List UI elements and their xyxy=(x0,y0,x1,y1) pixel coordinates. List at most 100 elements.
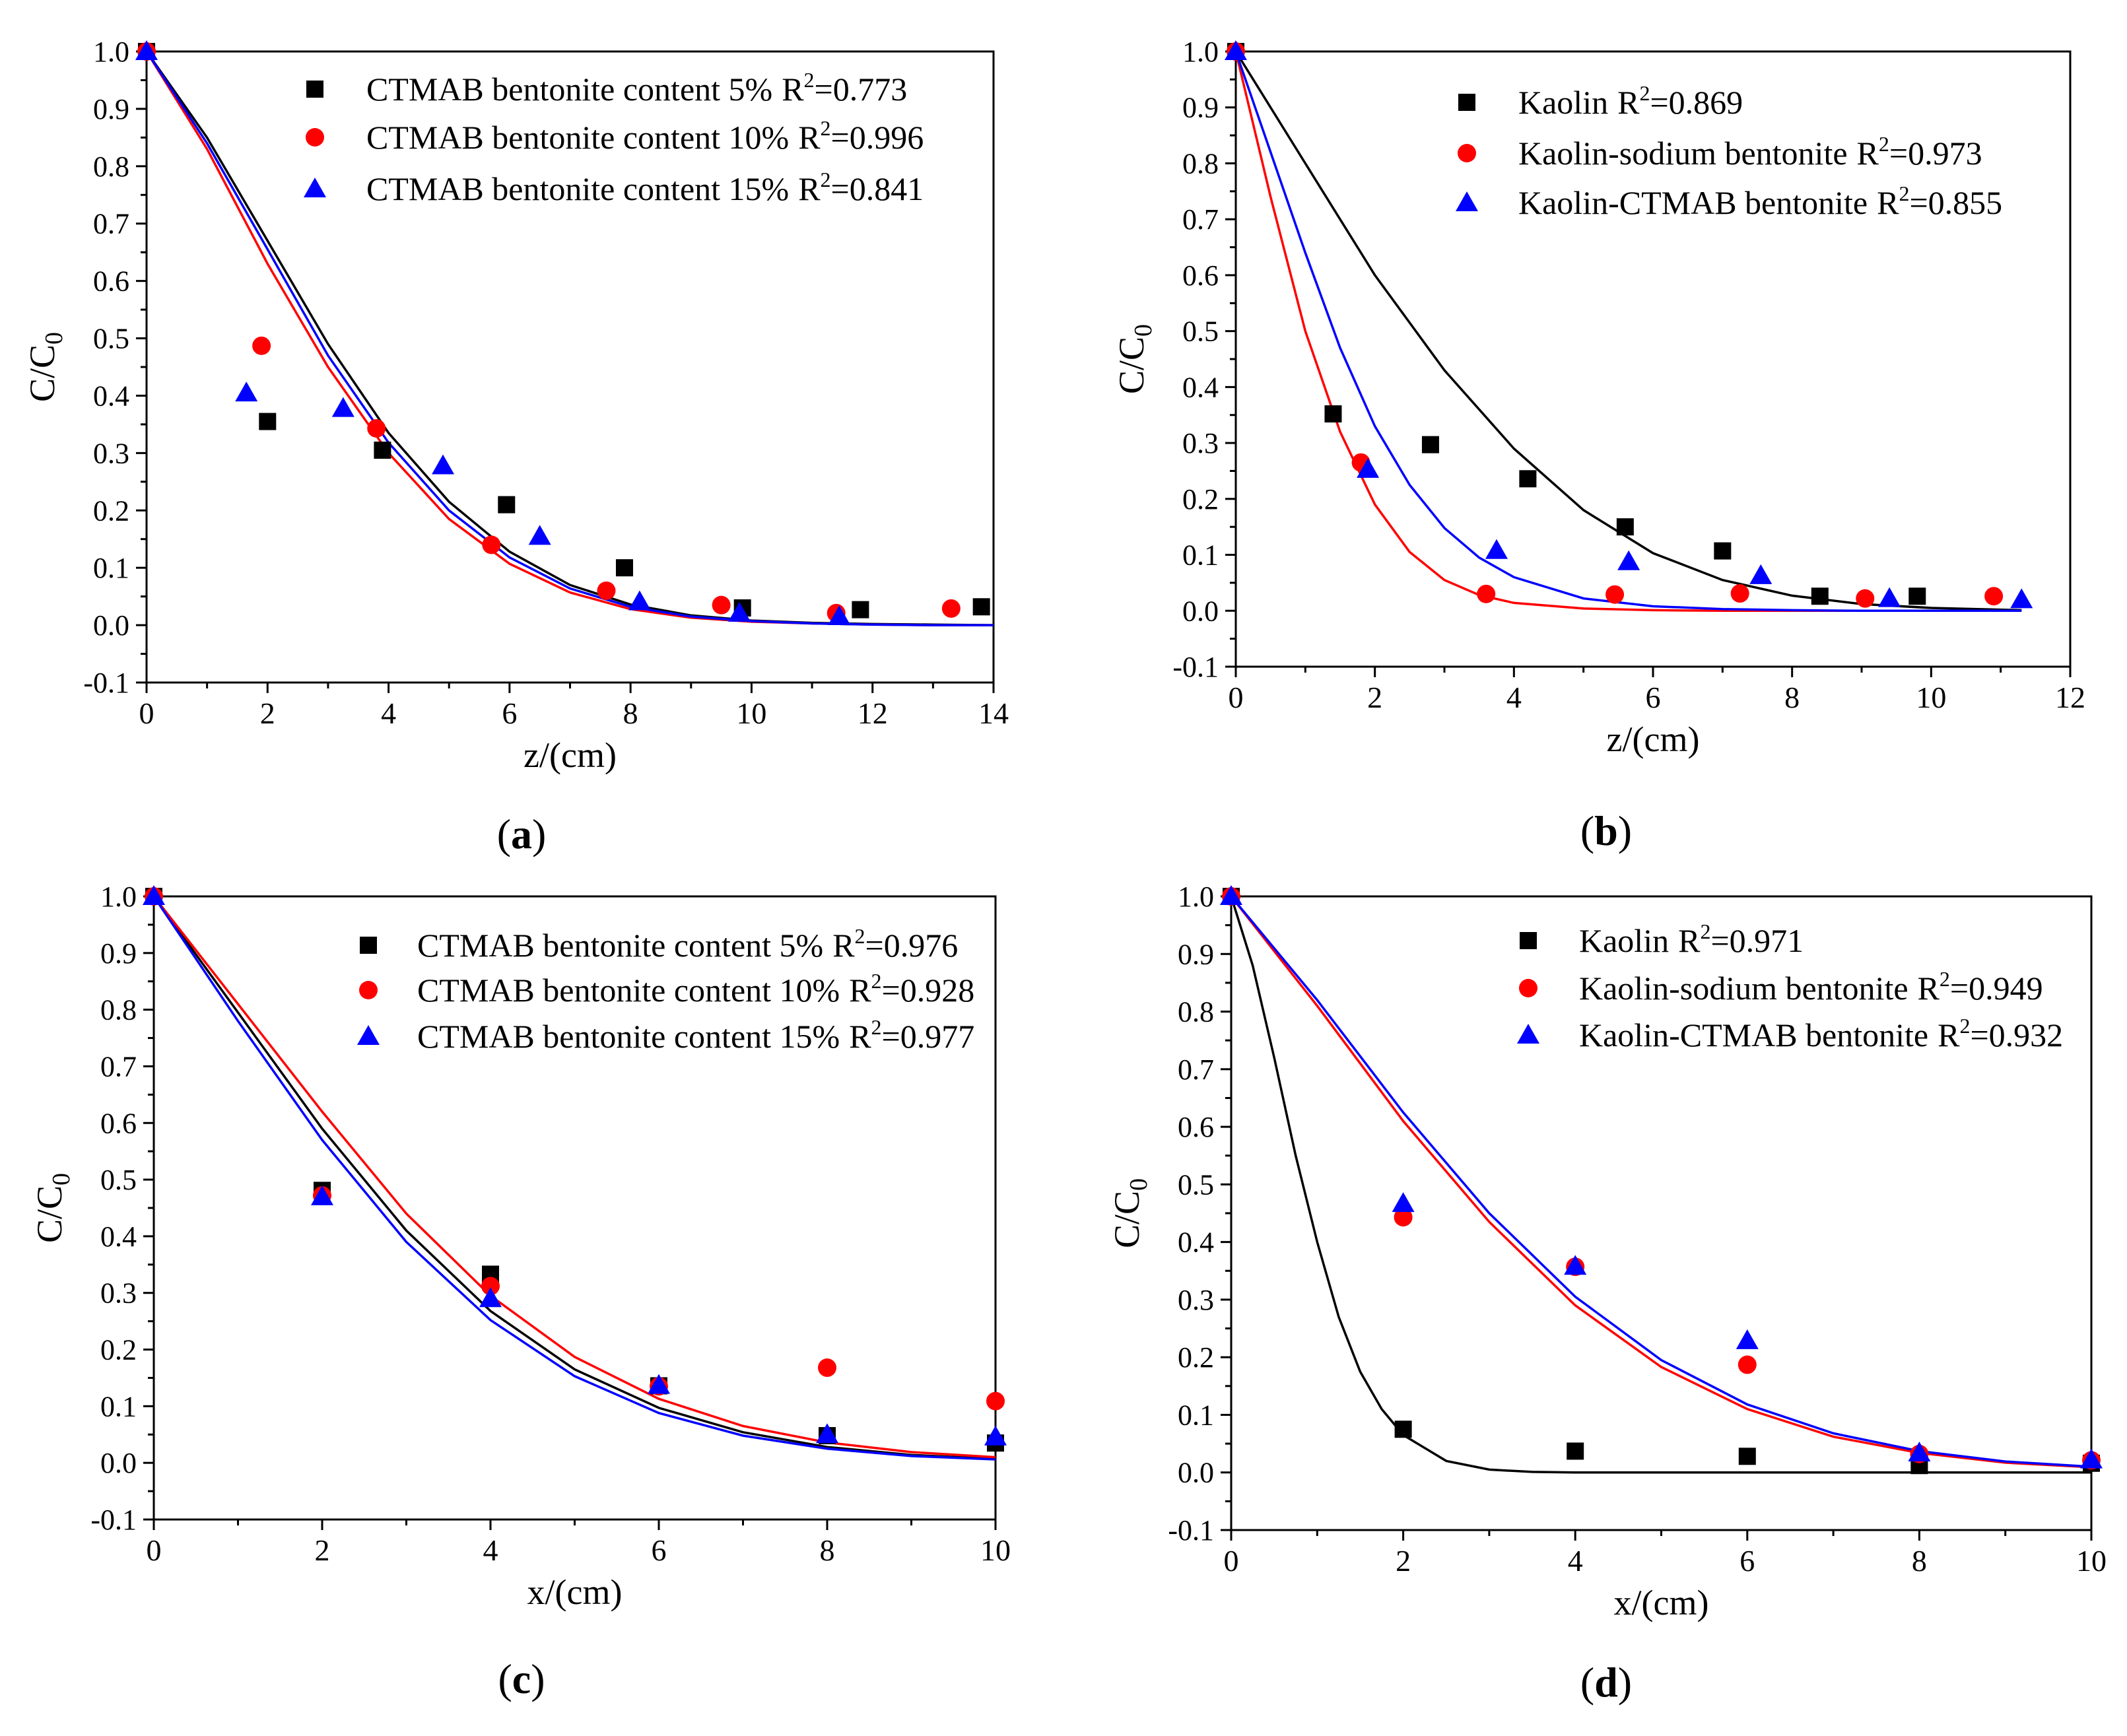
x-axis-title: x/(cm) xyxy=(1614,1583,1709,1622)
data-point-series-2 xyxy=(1730,584,1749,603)
y-tick-label: -0.1 xyxy=(90,1504,137,1536)
legend-marker xyxy=(1458,94,1475,111)
data-point-series-2 xyxy=(818,1358,836,1378)
y-axis-title: C/C0 xyxy=(1112,324,1157,394)
data-point-series-3 xyxy=(1392,1192,1415,1213)
x-tick-label: 2 xyxy=(260,696,275,730)
data-point-series-1 xyxy=(1811,587,1829,605)
panel-caption: (b) xyxy=(1580,807,1632,854)
legend-entry: CTMAB bentonite content 5% R2=0.976 xyxy=(417,924,958,964)
data-point-series-3 xyxy=(728,601,751,622)
x-tick-label: 10 xyxy=(736,696,766,730)
data-point-series-1 xyxy=(259,413,277,430)
y-tick-label: 0.2 xyxy=(1178,1341,1214,1374)
data-point-series-3 xyxy=(1749,564,1773,584)
y-tick-label: 0.8 xyxy=(93,150,129,183)
legend-entry: CTMAB bentonite content 15% R2=0.841 xyxy=(366,168,924,207)
y-tick-label: 0.6 xyxy=(1182,259,1219,292)
legend-marker xyxy=(359,981,378,999)
legend-entry: Kaolin-sodium bentonite R2=0.973 xyxy=(1518,132,1982,172)
y-tick-label: 0.3 xyxy=(93,437,129,469)
x-tick-label: 12 xyxy=(2055,681,2085,714)
y-tick-label: 0.0 xyxy=(1178,1457,1214,1489)
x-tick-label: 14 xyxy=(978,696,1009,730)
data-point-series-1 xyxy=(1324,405,1342,423)
y-tick-label: 0.2 xyxy=(1182,483,1219,516)
data-point-series-3 xyxy=(1357,457,1380,478)
y-tick-label: 0.2 xyxy=(93,494,129,527)
legend-marker xyxy=(304,178,326,197)
y-tick-label: 0.4 xyxy=(1182,371,1219,403)
data-point-series-2 xyxy=(482,535,501,554)
legend-marker xyxy=(1456,191,1478,211)
y-tick-label: 0.6 xyxy=(93,265,129,298)
x-tick-label: 8 xyxy=(820,1533,835,1567)
data-point-series-1 xyxy=(972,598,990,616)
data-point-series-2 xyxy=(252,336,271,355)
x-tick-label: 2 xyxy=(1367,681,1382,714)
x-tick-label: 6 xyxy=(502,696,517,730)
x-tick-label: 6 xyxy=(1739,1544,1755,1578)
y-tick-label: 0.3 xyxy=(1182,427,1219,459)
chart-panel-a: 0 2 4 6 8 10 12 14 -0.1 0.0 0.1 0.2 0.3 0.4 0.5 0.6 0.7 0… xyxy=(22,36,1009,857)
fit-curve-1 xyxy=(1234,51,2022,612)
x-tick-label: 4 xyxy=(381,696,396,730)
legend-entry: CTMAB bentonite content 10% R2=0.996 xyxy=(366,116,924,156)
y-tick-label: 0.7 xyxy=(93,208,129,240)
y-tick-label: 1.0 xyxy=(100,881,137,913)
legend-marker xyxy=(306,81,323,98)
y-tick-label: 0.4 xyxy=(1178,1226,1214,1259)
x-tick-label: 12 xyxy=(858,696,888,730)
data-point-series-2 xyxy=(1984,587,2004,606)
legend-entry: CTMAB bentonite content 10% R2=0.928 xyxy=(417,969,974,1009)
y-tick-label: 0.7 xyxy=(1178,1053,1214,1086)
panel-caption: (c) xyxy=(498,1655,545,1702)
data-point-series-3 xyxy=(311,1185,333,1205)
data-point-series-3 xyxy=(432,454,455,475)
y-tick-label: -0.1 xyxy=(1172,651,1219,683)
data-point-series-2 xyxy=(597,581,616,600)
y-tick-label: 0.8 xyxy=(100,994,137,1026)
data-point-series-1 xyxy=(1567,1442,1584,1460)
legend-marker xyxy=(1520,932,1537,949)
y-axis-title: C/C0 xyxy=(22,332,68,402)
y-tick-label: 0.6 xyxy=(100,1107,137,1139)
y-tick-label: 0.5 xyxy=(1178,1168,1214,1201)
data-point-series-2 xyxy=(367,418,386,438)
fit-curve-1 xyxy=(1230,896,2091,1474)
legend-entry: CTMAB bentonite content 15% R2=0.977 xyxy=(417,1015,974,1055)
y-tick-label: 0.0 xyxy=(1182,595,1219,627)
panel-caption: (a) xyxy=(497,811,547,857)
data-point-series-3 xyxy=(1617,550,1640,570)
fit-curve-2 xyxy=(152,895,996,1459)
data-point-series-1 xyxy=(852,601,869,618)
fit-curve-1 xyxy=(152,895,996,1460)
data-point-series-1 xyxy=(374,442,391,459)
data-point-series-1 xyxy=(1394,1420,1412,1438)
data-point-series-2 xyxy=(712,595,731,615)
y-tick-label: 0.1 xyxy=(1178,1399,1214,1431)
x-tick-label: 0 xyxy=(139,696,154,730)
y-tick-label: 0.7 xyxy=(100,1050,137,1083)
legend-entry: Kaolin-sodium bentonite R2=0.949 xyxy=(1579,967,2043,1007)
chart-panel-c: 0 2 4 6 8 10 -0.1 0.0 0.1 0.2 0.3 0.4 0.5 0.6 0.7 0.8 0.… xyxy=(30,881,1011,1702)
y-tick-label: 0.8 xyxy=(1182,147,1219,180)
legend-marker xyxy=(360,937,377,954)
data-point-series-3 xyxy=(135,40,158,60)
data-point-series-2 xyxy=(986,1391,1005,1411)
x-tick-label: 4 xyxy=(1506,681,1522,714)
x-tick-label: 2 xyxy=(1396,1544,1411,1578)
data-point-series-2 xyxy=(1394,1208,1413,1227)
data-point-series-2 xyxy=(481,1277,500,1296)
y-tick-label: 0.2 xyxy=(100,1334,137,1366)
panel-caption: (d) xyxy=(1580,1659,1632,1706)
x-tick-label: 0 xyxy=(1224,1544,1239,1578)
y-tick-label: 0.3 xyxy=(100,1277,137,1310)
data-point-series-3 xyxy=(331,397,355,417)
y-tick-label: -0.1 xyxy=(83,667,129,699)
chart-panel-d: 0 2 4 6 8 10 -0.1 0.0 0.1 0.2 0.3 0.4 0.5 0.6 0.7 0.8 0.… xyxy=(1107,881,2107,1706)
data-point-series-3 xyxy=(528,525,551,545)
legend-entry: Kaolin R2=0.971 xyxy=(1579,919,1804,959)
data-point-series-1 xyxy=(1714,542,1732,560)
